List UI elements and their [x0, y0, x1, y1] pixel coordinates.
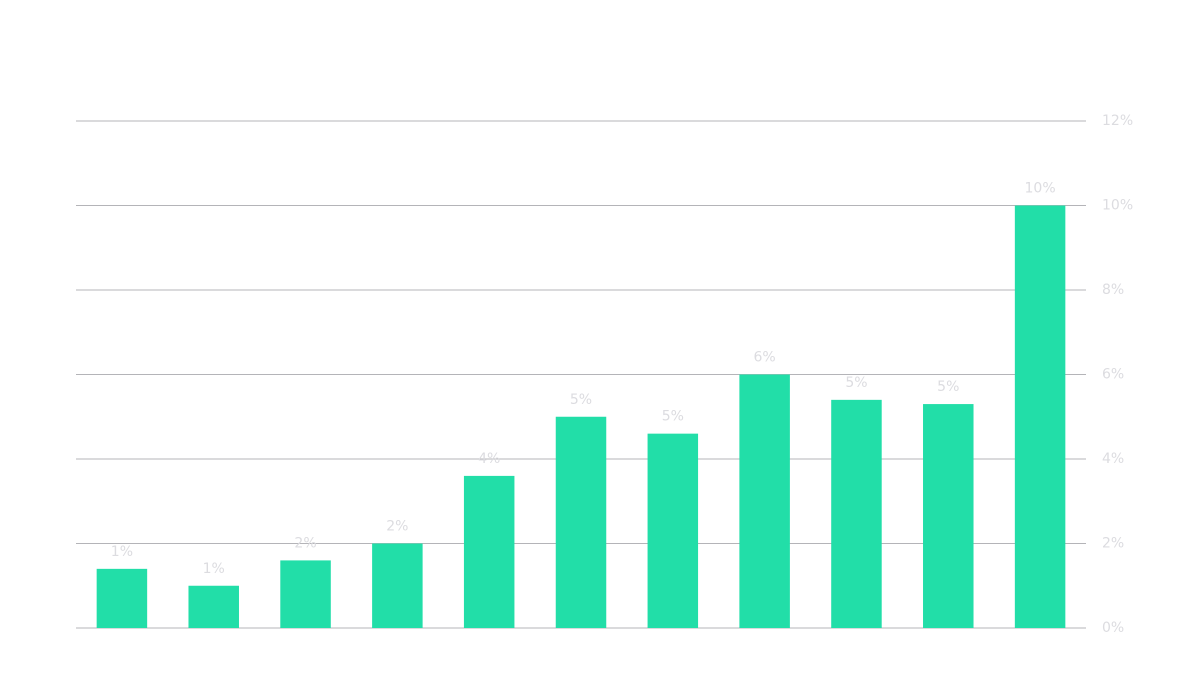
bar — [831, 399, 882, 628]
y-tick-label: 12% — [1102, 113, 1133, 129]
value-label: 5% — [662, 409, 684, 425]
y-tick-label: 8% — [1102, 282, 1124, 298]
bar — [1014, 205, 1066, 628]
value-label: 4% — [478, 451, 500, 467]
value-label: 1% — [111, 544, 133, 560]
bar — [923, 404, 974, 628]
bar — [463, 475, 515, 628]
y-tick-label: 10% — [1102, 198, 1133, 214]
value-label: 5% — [570, 392, 592, 408]
value-label: 2% — [386, 519, 408, 535]
value-label: 6% — [754, 350, 776, 366]
bar — [555, 416, 607, 628]
value-label: 5% — [845, 375, 867, 391]
value-label: 5% — [937, 379, 959, 395]
bar — [739, 374, 790, 628]
bar — [96, 568, 148, 628]
bar — [280, 560, 331, 628]
value-label: 1% — [203, 561, 225, 577]
bar — [372, 543, 423, 628]
y-tick-label: 4% — [1102, 451, 1124, 467]
value-label: 2% — [294, 535, 316, 551]
bar — [188, 585, 239, 628]
y-tick-label: 2% — [1102, 536, 1124, 552]
value-label: 10% — [1025, 181, 1056, 197]
y-tick-label: 0% — [1102, 620, 1124, 636]
y-tick-label: 6% — [1102, 367, 1124, 383]
bar — [647, 433, 699, 628]
